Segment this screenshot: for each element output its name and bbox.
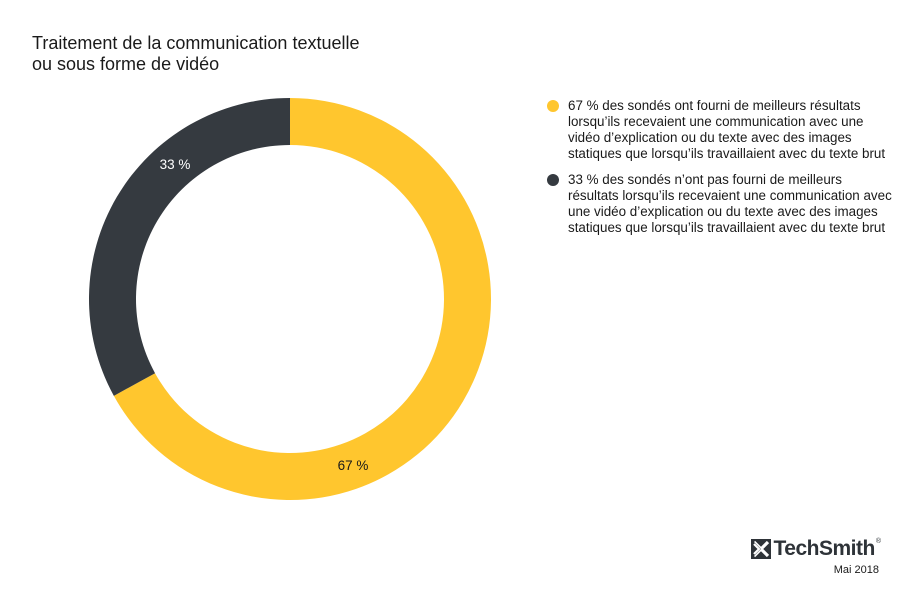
legend-item-33: 33 % des sondés n’ont pas fourni de meil… bbox=[546, 172, 896, 236]
donut-label-67: 67 % bbox=[338, 458, 369, 473]
donut-slice-33 bbox=[89, 98, 290, 396]
chart-title: Traitement de la communication textuelle… bbox=[32, 33, 392, 75]
legend-item-67: 67 % des sondés ont fourni de meilleurs … bbox=[546, 98, 896, 162]
legend-text-33: 33 % des sondés n’ont pas fourni de meil… bbox=[568, 172, 892, 235]
registered-mark: ® bbox=[875, 538, 881, 545]
legend-swatch-dark bbox=[547, 174, 559, 186]
brand-name: TechSmith bbox=[773, 537, 876, 560]
legend-swatch-yellow bbox=[547, 100, 559, 112]
techsmith-x-logo-icon bbox=[750, 539, 771, 559]
brand-footer: TechSmith ® Mai 2018 bbox=[721, 538, 881, 576]
brand-logo-row: TechSmith ® bbox=[721, 538, 881, 560]
legend: 67 % des sondés ont fourni de meilleurs … bbox=[546, 98, 896, 246]
legend-text-67: 67 % des sondés ont fourni de meilleurs … bbox=[568, 98, 886, 161]
donut-label-33: 33 % bbox=[160, 157, 191, 172]
chart-title-line-1: Traitement de la communication textuelle bbox=[32, 33, 360, 53]
chart-title-line-2: ou sous forme de vidéo bbox=[32, 54, 220, 74]
report-date: Mai 2018 bbox=[833, 564, 879, 576]
